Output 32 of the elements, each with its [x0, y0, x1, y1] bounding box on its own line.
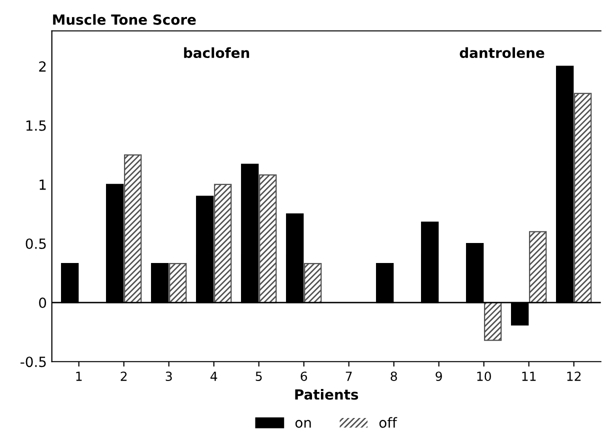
x-tick-label: 6 — [300, 372, 308, 382]
x-axis-title: Patients — [295, 388, 358, 400]
y-tick-label: -0.5 — [20, 356, 46, 368]
y-tick-label: 2 — [39, 61, 46, 72]
x-tick-label: 12 — [567, 372, 581, 381]
y-tick-label: 0.5 — [26, 238, 46, 249]
y-tick-label: 1.5 — [26, 120, 46, 131]
x-tick-label: 11 — [522, 372, 536, 381]
x-tick-label: 3 — [166, 372, 172, 382]
bar — [259, 174, 277, 304]
chart-title: Muscle Tone Score — [53, 14, 196, 25]
bar — [304, 263, 322, 304]
x-tick-label: 5 — [256, 372, 262, 382]
x-tick-label: 4 — [210, 372, 218, 381]
y-tick-label: 1 — [40, 180, 46, 190]
x-tick-label: 9 — [436, 372, 442, 382]
bar — [214, 184, 232, 304]
bar — [124, 154, 142, 304]
legend-label: off — [379, 417, 398, 428]
bar — [529, 231, 547, 304]
annotation: baclofen — [184, 47, 250, 58]
bar — [484, 302, 502, 341]
x-tick-label: 2 — [120, 372, 127, 381]
legend-label: on — [295, 420, 311, 428]
x-tick-label: 10 — [477, 372, 491, 382]
bar — [574, 92, 592, 304]
x-tick-label: 8 — [390, 372, 397, 382]
x-tick-label: 1 — [76, 372, 82, 381]
y-tick-label: 0 — [39, 298, 46, 308]
annotation: dantrolene — [460, 47, 544, 58]
x-tick-label: 7 — [346, 372, 352, 381]
bar — [169, 263, 187, 304]
